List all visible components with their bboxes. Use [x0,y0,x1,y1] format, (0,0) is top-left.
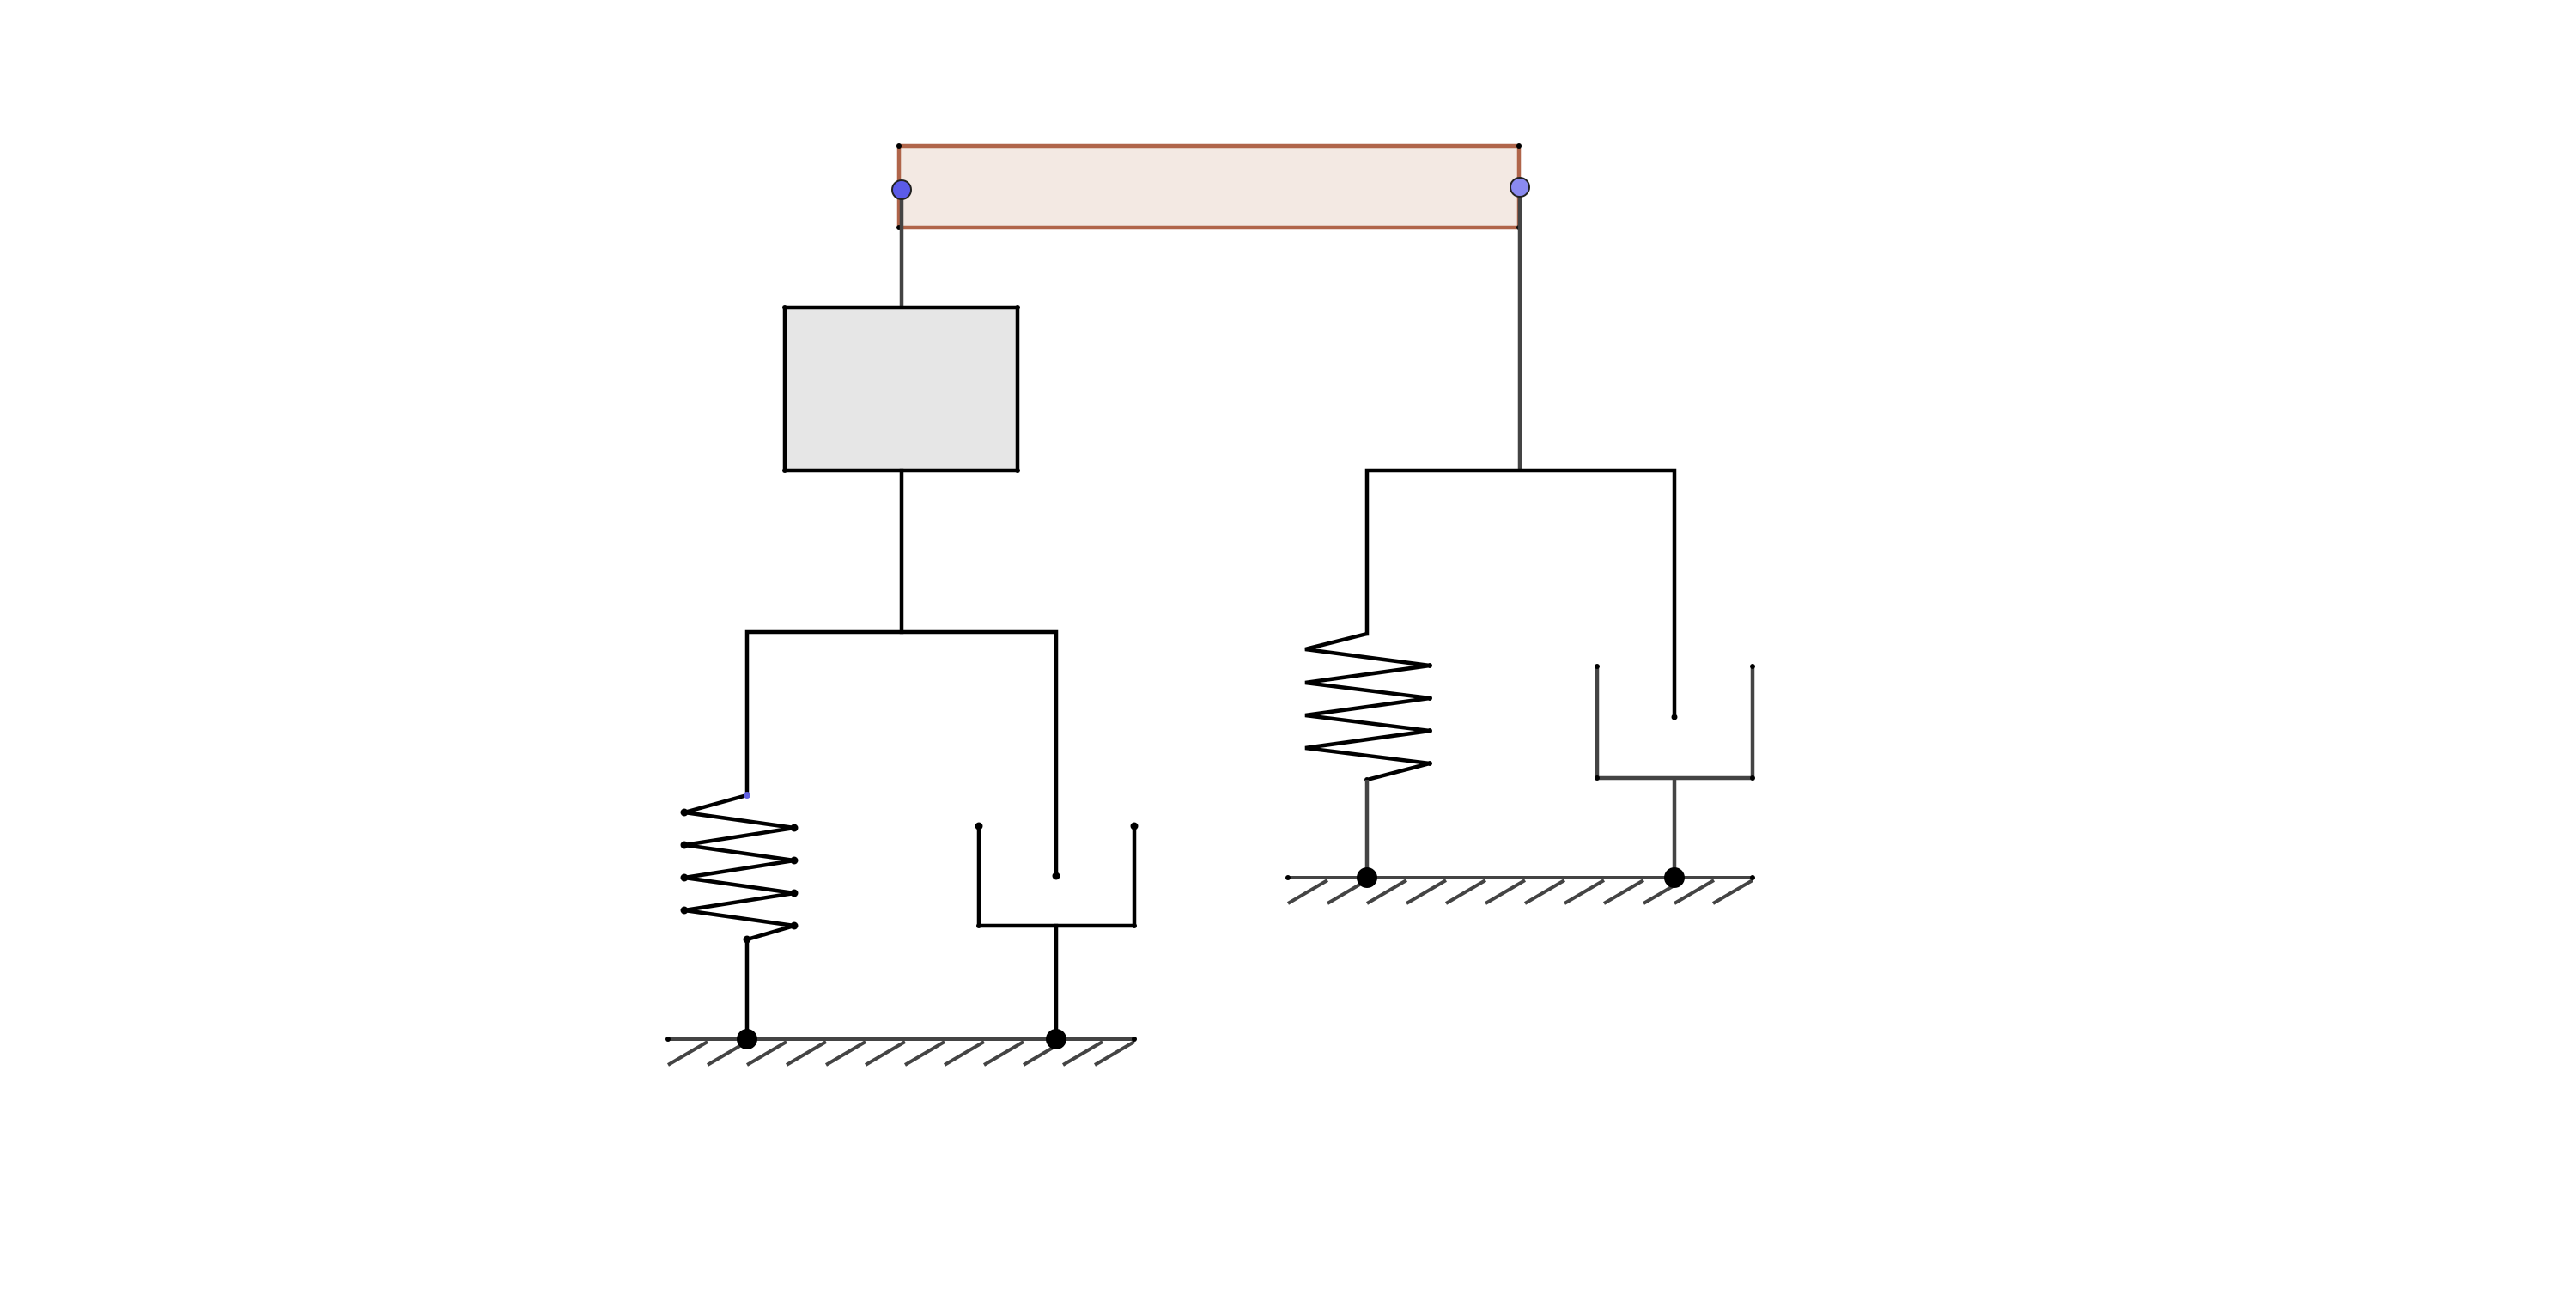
left-spring [683,793,795,942]
lever-bar [896,143,1522,230]
right-damper [1595,664,1755,878]
left-damper [975,822,1139,1042]
right-spring [1304,631,1431,782]
right-pivot-point[interactable] [1510,177,1530,198]
mass-block [782,305,1020,473]
left-ground-support [665,1029,1137,1067]
left-suspension [665,468,1139,1067]
right-ground-support [1285,867,1755,905]
left-pivot-point[interactable] [891,179,912,200]
right-suspension [1285,468,1755,905]
